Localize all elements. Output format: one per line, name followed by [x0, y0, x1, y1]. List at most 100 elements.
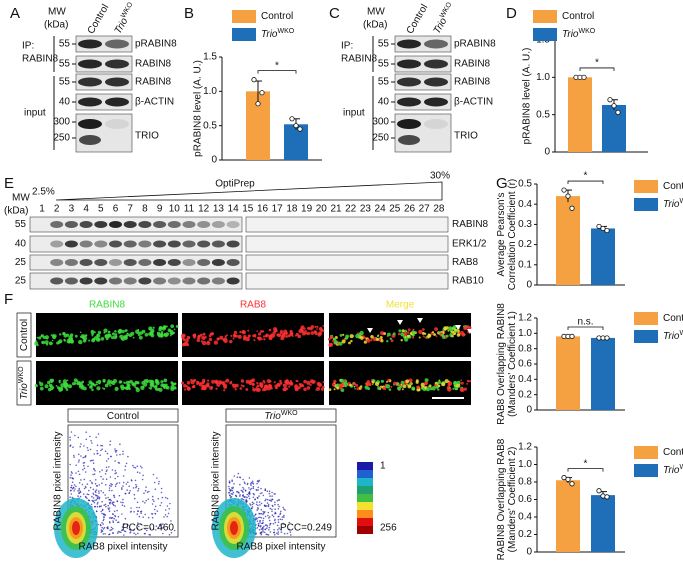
fluorescent-dot: [79, 335, 83, 338]
density-dot: [116, 482, 118, 485]
fraction-number: 26: [404, 204, 416, 215]
fluorescent-dot: [59, 333, 62, 336]
density-dot: [95, 499, 98, 501]
fluorescent-dot: [111, 332, 115, 336]
density-dot: [72, 446, 74, 449]
mw-unit: (kDa): [4, 206, 28, 217]
fluorescent-dot: [191, 385, 195, 389]
density-dot: [286, 532, 289, 535]
fluorescent-dot: [121, 337, 125, 341]
fluorescent-dot: [258, 332, 262, 336]
y-tick-label: 0.8: [518, 343, 532, 354]
fraction-number: 2: [54, 204, 60, 215]
fluorescent-dot: [88, 339, 91, 342]
row-label-box: [16, 312, 32, 358]
fluorescent-dot: [406, 383, 408, 386]
density-dot: [268, 519, 271, 522]
density-dot: [93, 493, 95, 496]
density-dot: [105, 478, 108, 481]
density-dot: [242, 491, 244, 493]
fluorescent-dot: [255, 386, 258, 389]
fluorescent-dot: [355, 383, 359, 387]
fluorescent-dot: [162, 325, 167, 329]
density-dot: [91, 495, 93, 498]
mw-marker: 40: [378, 97, 390, 108]
density-dot: [117, 521, 120, 523]
band: [109, 221, 122, 228]
fluorescent-dot: [327, 337, 331, 341]
fluorescent-dot: [374, 381, 380, 386]
density-dot: [137, 487, 140, 490]
density-dot: [107, 458, 110, 460]
density-dot: [271, 495, 273, 497]
band: [424, 77, 448, 87]
density-dot: [117, 515, 120, 518]
legend-label: Control: [663, 447, 683, 458]
density-dot: [104, 494, 106, 496]
fluorescent-dot: [36, 336, 39, 339]
density-dot: [100, 490, 102, 492]
density-dot: [114, 505, 117, 507]
blot: [245, 216, 449, 233]
row-label: TrioWKO: [18, 366, 30, 400]
fluorescent-dot: [170, 324, 175, 329]
density-dot: [109, 503, 111, 505]
density-dot: [99, 505, 101, 508]
fluorescent-dot: [316, 325, 319, 328]
fluorescent-dot: [253, 333, 257, 337]
significance-label: *: [275, 60, 279, 71]
y-tick-label: 0.5: [203, 120, 217, 131]
fluorescent-dot: [34, 384, 38, 388]
fluorescent-dot: [38, 336, 42, 340]
density-dot: [127, 481, 129, 484]
fluorescent-dot: [441, 382, 446, 387]
legend-label-main: Trio: [261, 29, 278, 40]
fluorescent-dot: [181, 343, 186, 347]
density-dot: [251, 480, 254, 483]
fluorescent-dot: [354, 388, 356, 390]
arrowhead: [397, 320, 403, 325]
density-dot: [160, 526, 163, 529]
band: [64, 221, 78, 228]
density-dot: [250, 482, 252, 485]
density-dot: [144, 528, 146, 530]
mw-label: MW: [48, 7, 66, 18]
fluorescent-dot: [298, 329, 303, 334]
density-dot: [122, 501, 124, 504]
density-dot: [228, 487, 231, 490]
fluorescent-dot: [400, 383, 403, 386]
density-dot: [102, 523, 104, 525]
fluorescent-dot: [141, 381, 146, 385]
fluorescent-dot: [403, 334, 405, 336]
fluorescent-dot: [91, 388, 94, 392]
y-tick-label: 0.5: [536, 109, 550, 120]
fluorescent-dot: [386, 340, 389, 343]
fluorescent-dot: [289, 380, 292, 382]
density-dot: [257, 489, 260, 491]
fluorescent-dot: [333, 388, 336, 391]
density-dot: [108, 489, 111, 492]
lane-header: TrioWKO: [431, 1, 458, 36]
density-dot: [262, 529, 264, 531]
density-dot: [105, 466, 108, 469]
density-dot: [69, 463, 71, 466]
fluorescent-dot: [460, 379, 462, 382]
density-dot: [161, 496, 164, 499]
fluorescent-dot: [316, 386, 321, 391]
density-dot: [258, 501, 261, 503]
fluorescent-dot: [319, 383, 322, 386]
density-dot: [160, 487, 163, 490]
fluorescent-dot: [371, 380, 375, 384]
density-dot: [90, 503, 93, 506]
fluorescent-dot: [435, 335, 438, 338]
density-dot: [164, 496, 167, 499]
ip-target: RABIN8: [341, 54, 378, 65]
density-dot: [280, 510, 282, 513]
density-dot: [168, 508, 170, 510]
band: [211, 277, 225, 285]
fluorescent-dot: [397, 386, 401, 391]
density-dot: [84, 471, 87, 473]
panel-label: A: [10, 5, 20, 22]
fluorescent-dot: [222, 338, 225, 340]
fluorescent-dot: [199, 333, 203, 337]
